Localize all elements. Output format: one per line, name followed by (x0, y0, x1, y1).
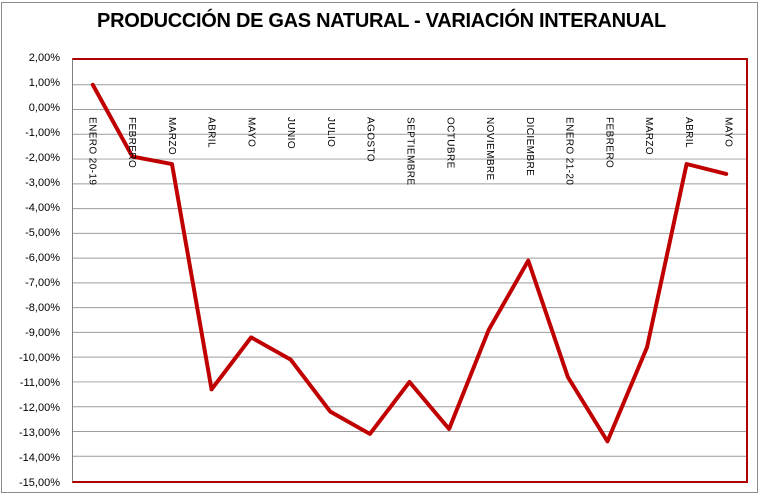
x-category-label: ENERO 20-19 (86, 117, 98, 186)
y-tick-label: -5,00% (25, 227, 60, 239)
y-tick-label: -7,00% (25, 277, 60, 289)
x-category-label: SEPTIEMBRE (404, 117, 416, 186)
y-tick-label: -6,00% (25, 252, 60, 264)
x-category-label: JUNIO (285, 117, 297, 149)
x-category-label: NOVIEMBRE (484, 117, 496, 181)
y-tick-label: -12,00% (19, 402, 60, 414)
y-tick-label: -3,00% (25, 177, 60, 189)
y-tick-label: -15,00% (19, 477, 60, 489)
x-category-label: ABRIL (682, 117, 694, 148)
x-category-label: ABRIL (205, 117, 217, 148)
y-tick-label: -4,00% (25, 202, 60, 214)
x-category-label: MARZO (643, 117, 655, 156)
x-category-label: OCTUBRE (444, 117, 456, 169)
plot-area (72, 58, 748, 483)
x-category-label: MAYO (722, 117, 734, 148)
x-category-label: ENERO 21-20 (563, 117, 575, 186)
x-category-label: MARZO (165, 117, 177, 156)
line-chart-svg (73, 82, 746, 457)
x-category-label: FEBRERO (126, 117, 138, 169)
chart-title: PRODUCCIÓN DE GAS NATURAL - VARIACIÓN IN… (97, 10, 666, 32)
y-tick-label: -2,00% (25, 152, 60, 164)
y-tick-label: -11,00% (19, 377, 60, 389)
y-axis-labels: 2,00% 1,00% 0,00% -1,00% -2,00% -3,00% -4,00% -… (0, 0, 66, 503)
x-category-label: DICIEMBRE (523, 117, 535, 177)
y-tick-label: -8,00% (25, 302, 60, 314)
x-category-label: MAYO (245, 117, 257, 148)
y-tick-label: -14,00% (19, 452, 60, 464)
x-category-label: FEBRERO (603, 117, 615, 169)
y-tick-label: -13,00% (19, 427, 60, 439)
x-category-label: AGOSTO (364, 117, 376, 163)
x-category-label: JULIO (324, 117, 336, 148)
y-tick-label: -1,00% (25, 127, 60, 139)
chart-frame (1, 2, 758, 493)
y-tick-label: 2,00% (28, 52, 60, 64)
y-tick-label: 0,00% (28, 102, 60, 114)
y-tick-label: -9,00% (25, 327, 60, 339)
y-tick-label: -10,00% (19, 352, 60, 364)
y-tick-label: 1,00% (28, 77, 60, 89)
data-line-series (90, 82, 729, 444)
